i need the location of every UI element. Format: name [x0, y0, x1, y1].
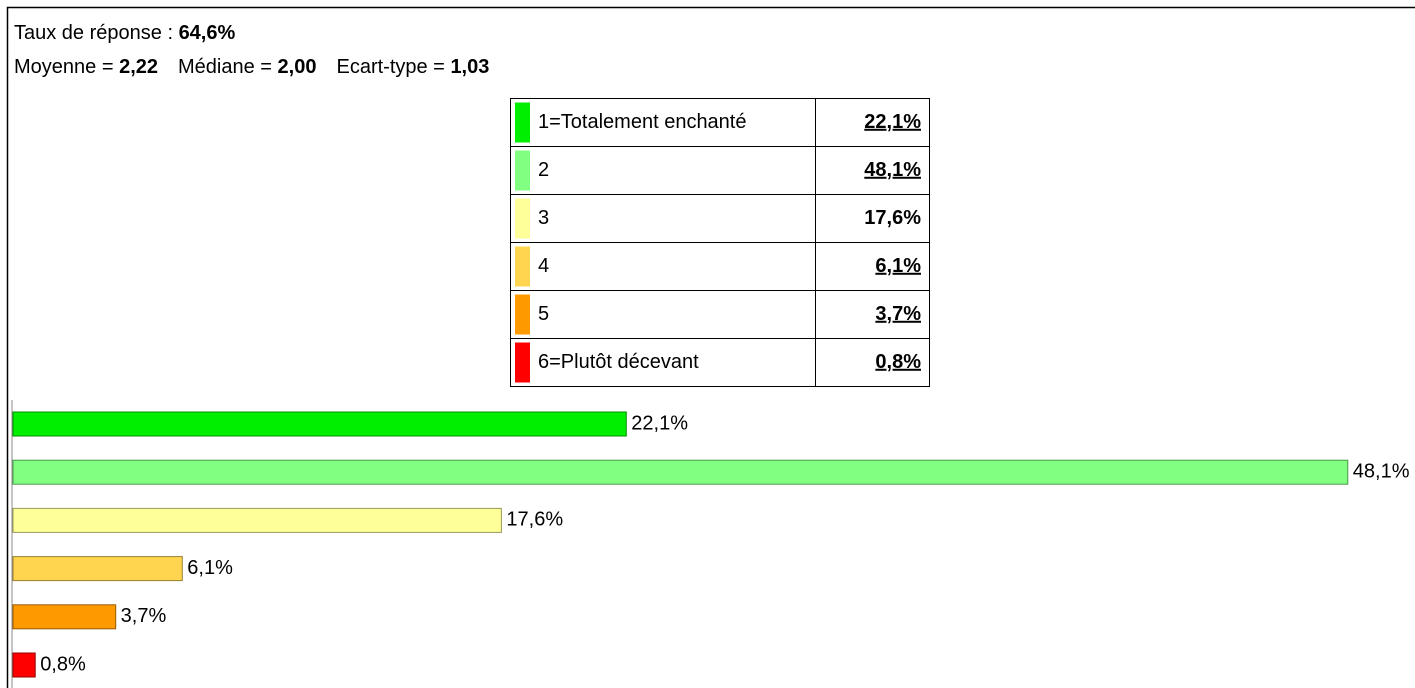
legend-swatch — [515, 150, 530, 191]
legend-label: 6=Plutôt décevant — [538, 351, 699, 373]
median-label: Médiane = — [178, 56, 272, 78]
bar — [12, 507, 502, 533]
table-cell — [815, 338, 930, 387]
response-rate-label: Taux de réponse : — [14, 22, 173, 44]
legend-swatch — [515, 102, 530, 143]
table-cell — [510, 290, 816, 339]
legend-label: 4 — [538, 255, 549, 277]
data-label: 22,1% — [631, 412, 688, 434]
stddev: 1,03 — [450, 56, 489, 78]
stats-line: Taux de réponse : 64,6% — [14, 22, 235, 44]
bar — [12, 604, 117, 630]
legend-label: 2 — [538, 159, 549, 181]
response-rate: 64,6% — [179, 22, 236, 44]
table-value[interactable]: 22,1% — [864, 111, 921, 133]
mean: 2,22 — [119, 56, 158, 78]
data-label: 17,6% — [506, 509, 563, 531]
table-cell — [510, 194, 816, 243]
data-label: 48,1% — [1353, 460, 1410, 482]
table-cell — [510, 242, 816, 291]
table-value[interactable]: 6,1% — [875, 255, 921, 277]
bar — [12, 652, 36, 678]
table-value[interactable]: 0,8% — [875, 351, 921, 373]
frame — [6, 6, 1415, 688]
legend-label: 1=Totalement enchanté — [538, 111, 747, 133]
bar — [12, 556, 183, 582]
legend-swatch — [515, 198, 530, 239]
legend-swatch — [515, 342, 530, 383]
bar — [12, 459, 1349, 485]
data-label: 6,1% — [187, 557, 233, 579]
legend-label: 5 — [538, 303, 549, 325]
table-cell — [510, 146, 816, 195]
mean-label: Moyenne = — [14, 56, 114, 78]
legend-swatch — [515, 246, 530, 287]
stats-line: Moyenne = 2,22 Médiane = 2,00 Ecart-type =… — [14, 56, 489, 78]
data-label: 3,7% — [121, 605, 167, 627]
bar — [12, 411, 627, 437]
median: 2,00 — [278, 56, 317, 78]
data-label: 0,8% — [40, 653, 86, 675]
table-value[interactable]: 48,1% — [864, 159, 921, 181]
legend-label: 3 — [538, 207, 549, 229]
legend-swatch — [515, 294, 530, 335]
table-value[interactable]: 3,7% — [875, 303, 921, 325]
stddev-label: Ecart-type = — [336, 56, 444, 78]
table-value: 17,6% — [864, 207, 921, 229]
